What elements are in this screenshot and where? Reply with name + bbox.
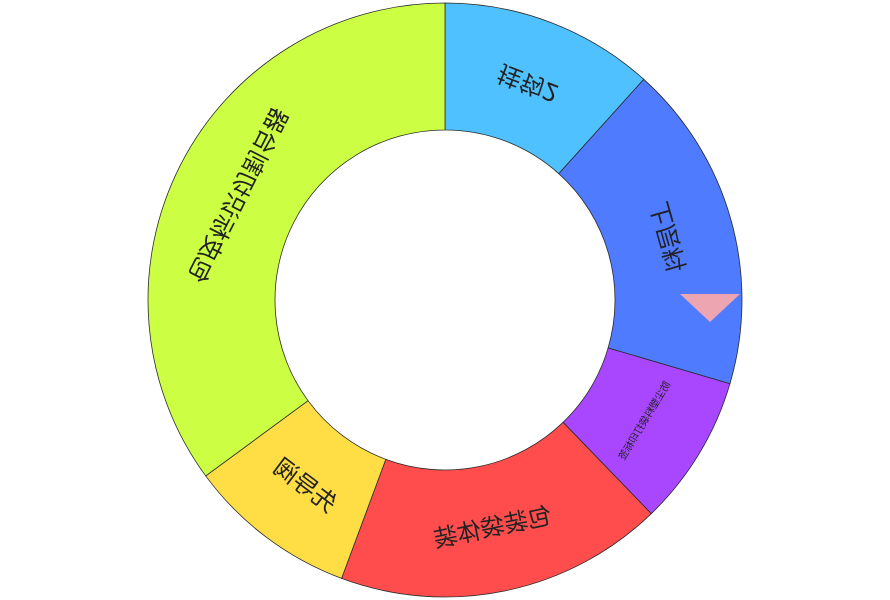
donut-slice[interactable] [148,3,445,476]
donut-slices [148,3,742,597]
